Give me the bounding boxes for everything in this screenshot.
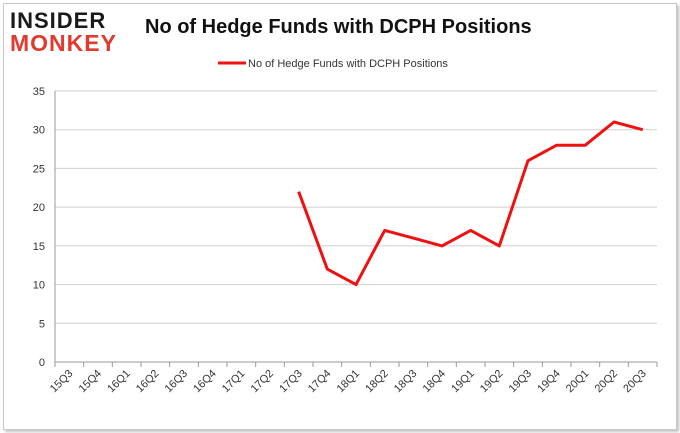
x-tick-label: 20Q1 <box>564 368 592 396</box>
x-tick-label: 19Q2 <box>478 368 506 396</box>
x-tick-label: 18Q3 <box>392 368 420 396</box>
x-tick-label: 17Q1 <box>220 368 248 396</box>
x-tick-label: 20Q3 <box>621 368 649 396</box>
x-tick-label: 15Q3 <box>48 368 76 396</box>
x-tick-label: 17Q3 <box>277 368 305 396</box>
x-tick-label: 16Q2 <box>134 368 162 396</box>
x-tick-label: 18Q2 <box>363 368 391 396</box>
y-tick-label: 35 <box>33 86 45 98</box>
x-tick-label: 18Q4 <box>421 368 449 396</box>
x-tick-label: 16Q4 <box>191 368 219 396</box>
x-tick-label: 19Q3 <box>507 368 535 396</box>
x-tick-label: 15Q4 <box>77 368 105 396</box>
logo-line-2: MONKEY <box>10 30 117 56</box>
y-tick-label: 0 <box>39 357 45 369</box>
legend-label: No of Hedge Funds with DCPH Positions <box>248 58 448 70</box>
x-tick-label: 19Q4 <box>535 368 563 396</box>
y-tick-label: 25 <box>33 163 45 175</box>
x-tick-label: 18Q1 <box>335 368 363 396</box>
x-tick-labels: 15Q3 15Q4 16Q1 16Q2 16Q3 16Q4 17Q1 17Q2 17Q3 17Q4… <box>48 368 649 396</box>
grid-lines <box>55 90 657 363</box>
y-tick-label: 15 <box>33 241 45 253</box>
series-lines <box>297 120 644 287</box>
legend: No of Hedge Funds with DCPH Positions <box>218 58 448 70</box>
x-tick-label: 16Q3 <box>163 368 191 396</box>
chart-title: No of Hedge Funds with DCPH Positions <box>145 16 532 38</box>
series-line <box>297 120 644 287</box>
x-tick-label: 16Q1 <box>105 368 133 396</box>
y-tick-label: 20 <box>33 202 45 214</box>
logo-line-1: INSIDER <box>10 8 107 33</box>
x-tick-label: 17Q4 <box>306 368 334 396</box>
x-tick-label: 20Q2 <box>593 368 621 396</box>
x-tick-label: 17Q2 <box>249 368 277 396</box>
y-tick-labels: 0 5 10 15 20 25 30 35 <box>33 86 45 369</box>
y-tick-label: 30 <box>33 125 45 137</box>
axes <box>54 91 658 367</box>
y-tick-label: 5 <box>39 318 45 330</box>
insider-monkey-logo: INSIDER MONKEY <box>10 8 130 58</box>
chart-frame <box>3 3 677 430</box>
y-tick-label: 10 <box>33 280 45 292</box>
x-tick-label: 19Q1 <box>449 368 477 396</box>
